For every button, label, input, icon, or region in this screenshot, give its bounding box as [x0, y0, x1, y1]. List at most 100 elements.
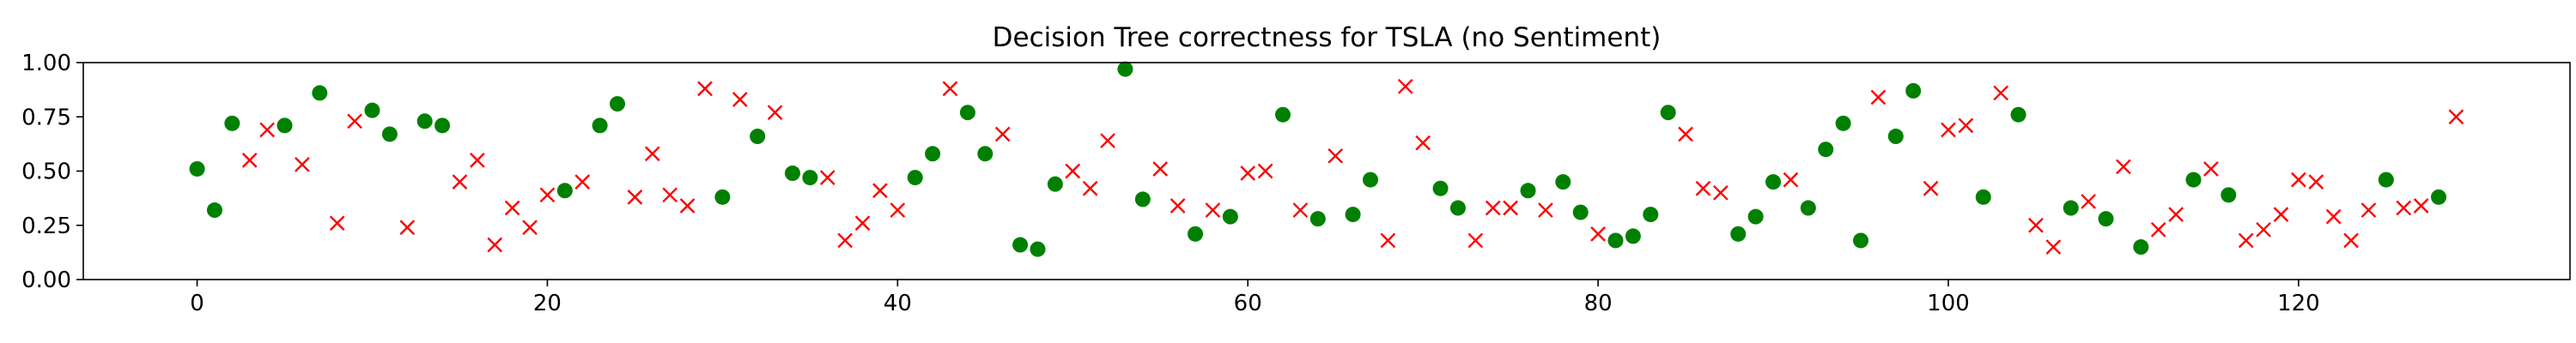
correct-point: [802, 170, 818, 186]
y-tick-label: 0.50: [21, 159, 71, 185]
correct-point: [381, 126, 398, 142]
incorrect-point: [2360, 202, 2377, 218]
correct-point: [1275, 106, 1291, 123]
incorrect-point: [1082, 180, 1098, 196]
x-tick-label: 20: [533, 291, 562, 316]
incorrect-point: [259, 122, 275, 138]
chart-title: Decision Tree correctness for TSLA (no S…: [993, 22, 1662, 53]
incorrect-point: [241, 153, 258, 168]
correct-point: [1835, 115, 1851, 131]
correct-point: [189, 160, 205, 177]
correct-point: [1309, 211, 1326, 227]
incorrect-point: [1485, 200, 1501, 216]
incorrect-point: [2028, 217, 2044, 233]
incorrect-point: [347, 113, 362, 129]
correct-point: [1818, 141, 1834, 158]
incorrect-point: [2273, 207, 2289, 222]
incorrect-point: [2325, 208, 2342, 225]
incorrect-point: [662, 187, 678, 203]
incorrect-point: [1590, 226, 1606, 242]
correct-point: [1449, 200, 1466, 216]
incorrect-point: [2203, 161, 2219, 177]
incorrect-point: [399, 220, 416, 236]
correct-point: [1345, 207, 1361, 223]
incorrect-point: [994, 126, 1011, 142]
x-axis: 0 20 40 60 80 100 120: [190, 280, 2320, 316]
incorrect-point: [1397, 78, 1413, 94]
incorrect-point: [1538, 202, 1553, 218]
incorrect-point: [679, 198, 696, 214]
correct-point: [1905, 82, 1922, 99]
incorrect-point: [2045, 239, 2062, 255]
correct-point: [1572, 204, 1589, 220]
correct-point: [1362, 172, 1378, 188]
y-tick-label: 0.25: [21, 214, 71, 239]
correct-point: [1853, 232, 1869, 249]
x-tick-label: 60: [1234, 291, 1262, 316]
y-tick-label: 0.00: [21, 268, 71, 293]
incorrect-point: [2308, 174, 2324, 190]
correct-point: [1747, 208, 1764, 225]
incorrect-point: [522, 220, 538, 236]
incorrect-point: [1993, 85, 2009, 101]
y-tick-label: 1.00: [21, 51, 71, 76]
x-tick-label: 0: [190, 291, 204, 316]
incorrect-point: [2150, 221, 2166, 238]
incorrect-point: [487, 237, 503, 253]
incorrect-point: [1240, 165, 1256, 181]
correct-point: [1607, 232, 1624, 249]
incorrect-point: [697, 81, 713, 97]
incorrect-point: [732, 92, 748, 107]
incorrect-point: [1678, 126, 1693, 142]
incorrect-point: [644, 146, 660, 162]
correct-point: [2133, 239, 2149, 256]
incorrect-point: [504, 200, 520, 216]
correct-point: [1432, 180, 1449, 196]
incorrect-point: [2413, 198, 2429, 214]
correct-point: [610, 96, 626, 112]
correct-point: [907, 170, 923, 186]
incorrect-point: [1467, 232, 1484, 249]
correct-point: [1188, 226, 1204, 242]
correct-point: [2010, 106, 2026, 123]
incorrect-point: [1100, 133, 1115, 148]
correct-point: [592, 117, 608, 134]
incorrect-point: [872, 183, 888, 199]
correct-point: [1975, 189, 1991, 205]
correct-point: [1765, 174, 1782, 190]
correct-point: [1887, 129, 1904, 145]
correct-point: [1117, 61, 1133, 77]
correct-point: [1047, 176, 1063, 192]
x-tick-label: 80: [1584, 291, 1613, 316]
correct-point: [1660, 105, 1676, 121]
incorrect-point: [627, 190, 643, 205]
incorrect-point: [1695, 180, 1711, 196]
incorrect-point: [1152, 161, 1169, 177]
incorrect-point: [1065, 163, 1081, 179]
incorrect-point: [2116, 159, 2131, 175]
correct-point: [925, 146, 941, 162]
correct-point: [364, 102, 380, 118]
correct-point: [1030, 241, 1046, 257]
incorrect-point: [854, 215, 871, 232]
correct-point: [750, 129, 766, 145]
incorrect-point: [837, 232, 854, 249]
correct-point: [959, 105, 975, 121]
correct-point: [434, 117, 451, 134]
y-axis: 0.00 0.25 0.50 0.75 1.00: [21, 51, 83, 293]
x-tick-label: 100: [1927, 291, 1970, 316]
incorrect-point: [1257, 163, 1273, 179]
correct-point: [2098, 211, 2114, 227]
incorrect-point: [539, 187, 556, 203]
incorrect-point: [1923, 180, 1939, 196]
correct-point: [1730, 226, 1747, 242]
correct-point: [1555, 174, 1571, 190]
incorrect-point: [1783, 172, 1799, 188]
incorrect-point: [2448, 109, 2464, 125]
incorrect-point: [470, 153, 485, 168]
plot-frame: [82, 62, 2571, 280]
correct-point: [2063, 200, 2079, 216]
incorrect-point: [2081, 194, 2097, 209]
correct-point: [2378, 172, 2394, 188]
correct-point: [1625, 228, 1641, 244]
